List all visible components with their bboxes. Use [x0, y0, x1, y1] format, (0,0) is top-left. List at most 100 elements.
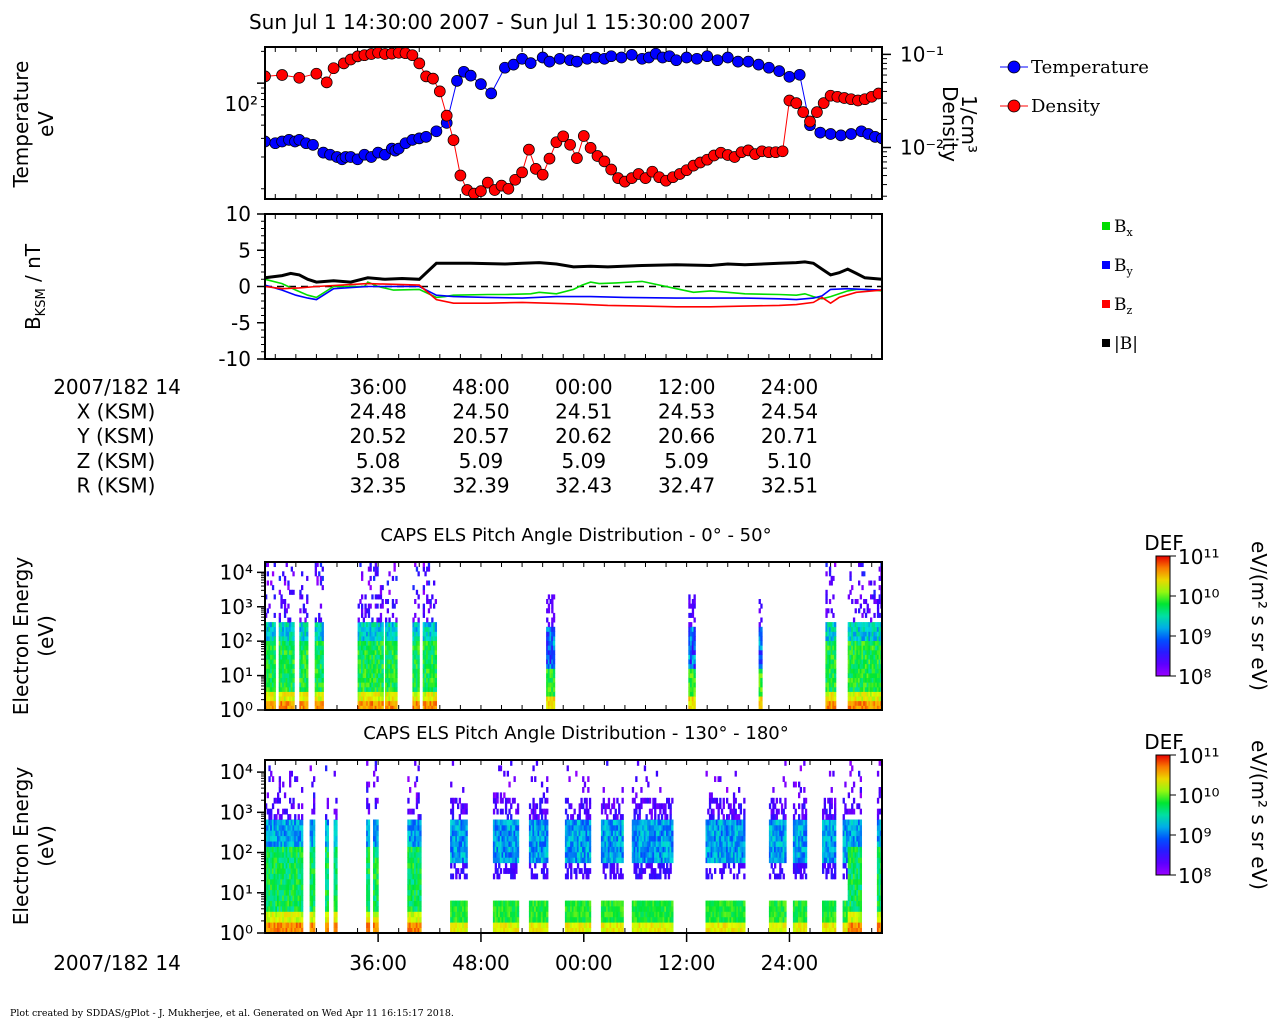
pad-130-180-pixel	[295, 851, 299, 858]
pad-0-50-pixel	[282, 659, 285, 665]
pad-0-50-pixel	[273, 649, 276, 655]
pad-0-50-pixel	[361, 673, 364, 679]
pad-0-50-pixel	[875, 668, 878, 674]
pad-0-50-pixel	[417, 594, 420, 600]
pad-0-50-pixel	[851, 636, 854, 642]
pad-0-50-pixel	[422, 691, 426, 697]
pad-0-50-pixel	[422, 626, 426, 632]
pad-130-180-pixel	[282, 808, 285, 815]
pad-130-180-pixel	[528, 900, 532, 907]
pad-0-50-pixel	[854, 705, 857, 711]
pad-0-50-pixel	[371, 640, 374, 646]
pad-130-180-pixel	[504, 841, 508, 847]
pad-0-50-pixel	[319, 636, 323, 642]
pad-130-180-pixel	[635, 841, 638, 847]
pad-130-180-pixel	[501, 857, 504, 864]
pad-0-50-pixel	[319, 686, 323, 692]
pad-130-180-pixel	[373, 895, 376, 902]
pad-130-180-pixel	[453, 841, 456, 847]
pad-130-180-pixel	[270, 814, 273, 820]
pad-130-180-pixel	[614, 819, 617, 826]
pad-130-180-pixel	[273, 900, 276, 907]
pad-0-50-pixel	[691, 686, 695, 692]
pad-0-50-pixel	[361, 612, 364, 618]
pad-130-180-pixel	[499, 824, 503, 831]
pad-0-50-pixel	[547, 696, 551, 702]
energy-tick-label: 10⁰	[220, 698, 253, 722]
pad-130-180-pixel	[588, 797, 592, 804]
pad-0-50-pixel	[690, 682, 693, 688]
pad-130-180-pixel	[501, 824, 504, 831]
pad-0-50-pixel	[302, 677, 306, 683]
pad-0-50-pixel	[690, 603, 693, 609]
pad-0-50-pixel	[878, 654, 881, 660]
pad-130-180-pixel	[457, 906, 460, 912]
pad-0-50-pixel	[427, 640, 431, 646]
pad-130-180-pixel	[535, 830, 539, 837]
b-axis-label-unit: / nT	[21, 243, 45, 288]
pad-130-180-pixel	[492, 841, 496, 847]
pad-0-50-pixel	[304, 617, 307, 623]
pad-130-180-pixel	[297, 851, 300, 858]
pad-0-50-pixel	[861, 677, 864, 683]
pad-130-180-pixel	[576, 846, 580, 853]
density-point	[811, 106, 823, 118]
pad-0-50-pixel	[373, 663, 376, 669]
pad-130-180-pixel	[607, 824, 611, 831]
pad-130-180-pixel	[516, 841, 520, 847]
pad-130-180-pixel	[528, 814, 532, 820]
pad-0-50-pixel	[299, 668, 302, 674]
pad-0-50-pixel	[371, 654, 374, 660]
panel-pad-130-180: CAPS ELS Pitch Angle Distribution - 130°…	[9, 723, 1271, 945]
pad-130-180-pixel	[325, 841, 328, 847]
pad-130-180-pixel	[412, 862, 415, 869]
pad-0-50-pixel	[306, 673, 309, 679]
pad-130-180-pixel	[462, 857, 465, 864]
pad-130-180-pixel	[325, 927, 328, 934]
pad-130-180-pixel	[299, 895, 302, 902]
pad-130-180-pixel	[587, 776, 590, 783]
pad-0-50-pixel	[285, 673, 288, 679]
pad-130-180-pixel	[326, 803, 330, 810]
pad-130-180-pixel	[542, 916, 546, 923]
pad-130-180-pixel	[366, 797, 369, 804]
pad-130-180-pixel	[612, 862, 616, 869]
pad-0-50-pixel	[379, 617, 383, 623]
pad-0-50-pixel	[379, 622, 383, 628]
pad-130-180-pixel	[534, 900, 537, 907]
pad-130-180-pixel	[506, 846, 510, 853]
pad-130-180-pixel	[326, 857, 330, 864]
pad-0-50-pixel	[357, 622, 360, 628]
pad-0-50-pixel	[431, 594, 434, 600]
pad-0-50-pixel	[319, 673, 323, 679]
pad-0-50-pixel	[433, 682, 436, 688]
pad-0-50-pixel	[359, 677, 362, 683]
pad-130-180-pixel	[539, 916, 542, 923]
pad-130-180-pixel	[587, 868, 590, 874]
pad-130-180-pixel	[457, 857, 460, 864]
pad-0-50-pixel	[852, 700, 856, 706]
pad-0-50-pixel	[847, 668, 851, 674]
pad-130-180-pixel	[635, 916, 638, 923]
pad-130-180-pixel	[532, 797, 535, 804]
pad-0-50-pixel	[760, 677, 763, 683]
pad-130-180-pixel	[373, 824, 376, 831]
pad-130-180-pixel	[266, 851, 270, 858]
pad-130-180-pixel	[604, 873, 607, 880]
pad-0-50-pixel	[388, 626, 391, 632]
pad-0-50-pixel	[318, 571, 321, 577]
pad-0-50-pixel	[864, 599, 868, 605]
pad-0-50-pixel	[830, 686, 833, 692]
pad-0-50-pixel	[693, 668, 696, 674]
pad-0-50-pixel	[870, 677, 873, 683]
pad-0-50-pixel	[434, 640, 438, 646]
pad-130-180-pixel	[585, 846, 588, 853]
pad-0-50-pixel	[434, 663, 438, 669]
pad-0-50-pixel	[551, 682, 554, 688]
pad-130-180-pixel	[299, 824, 302, 831]
pad-130-180-pixel	[292, 900, 295, 907]
pad-0-50-pixel	[547, 608, 551, 614]
pad-0-50-pixel	[379, 691, 383, 697]
pad-0-50-pixel	[875, 645, 878, 651]
pad-130-180-pixel	[415, 803, 419, 810]
